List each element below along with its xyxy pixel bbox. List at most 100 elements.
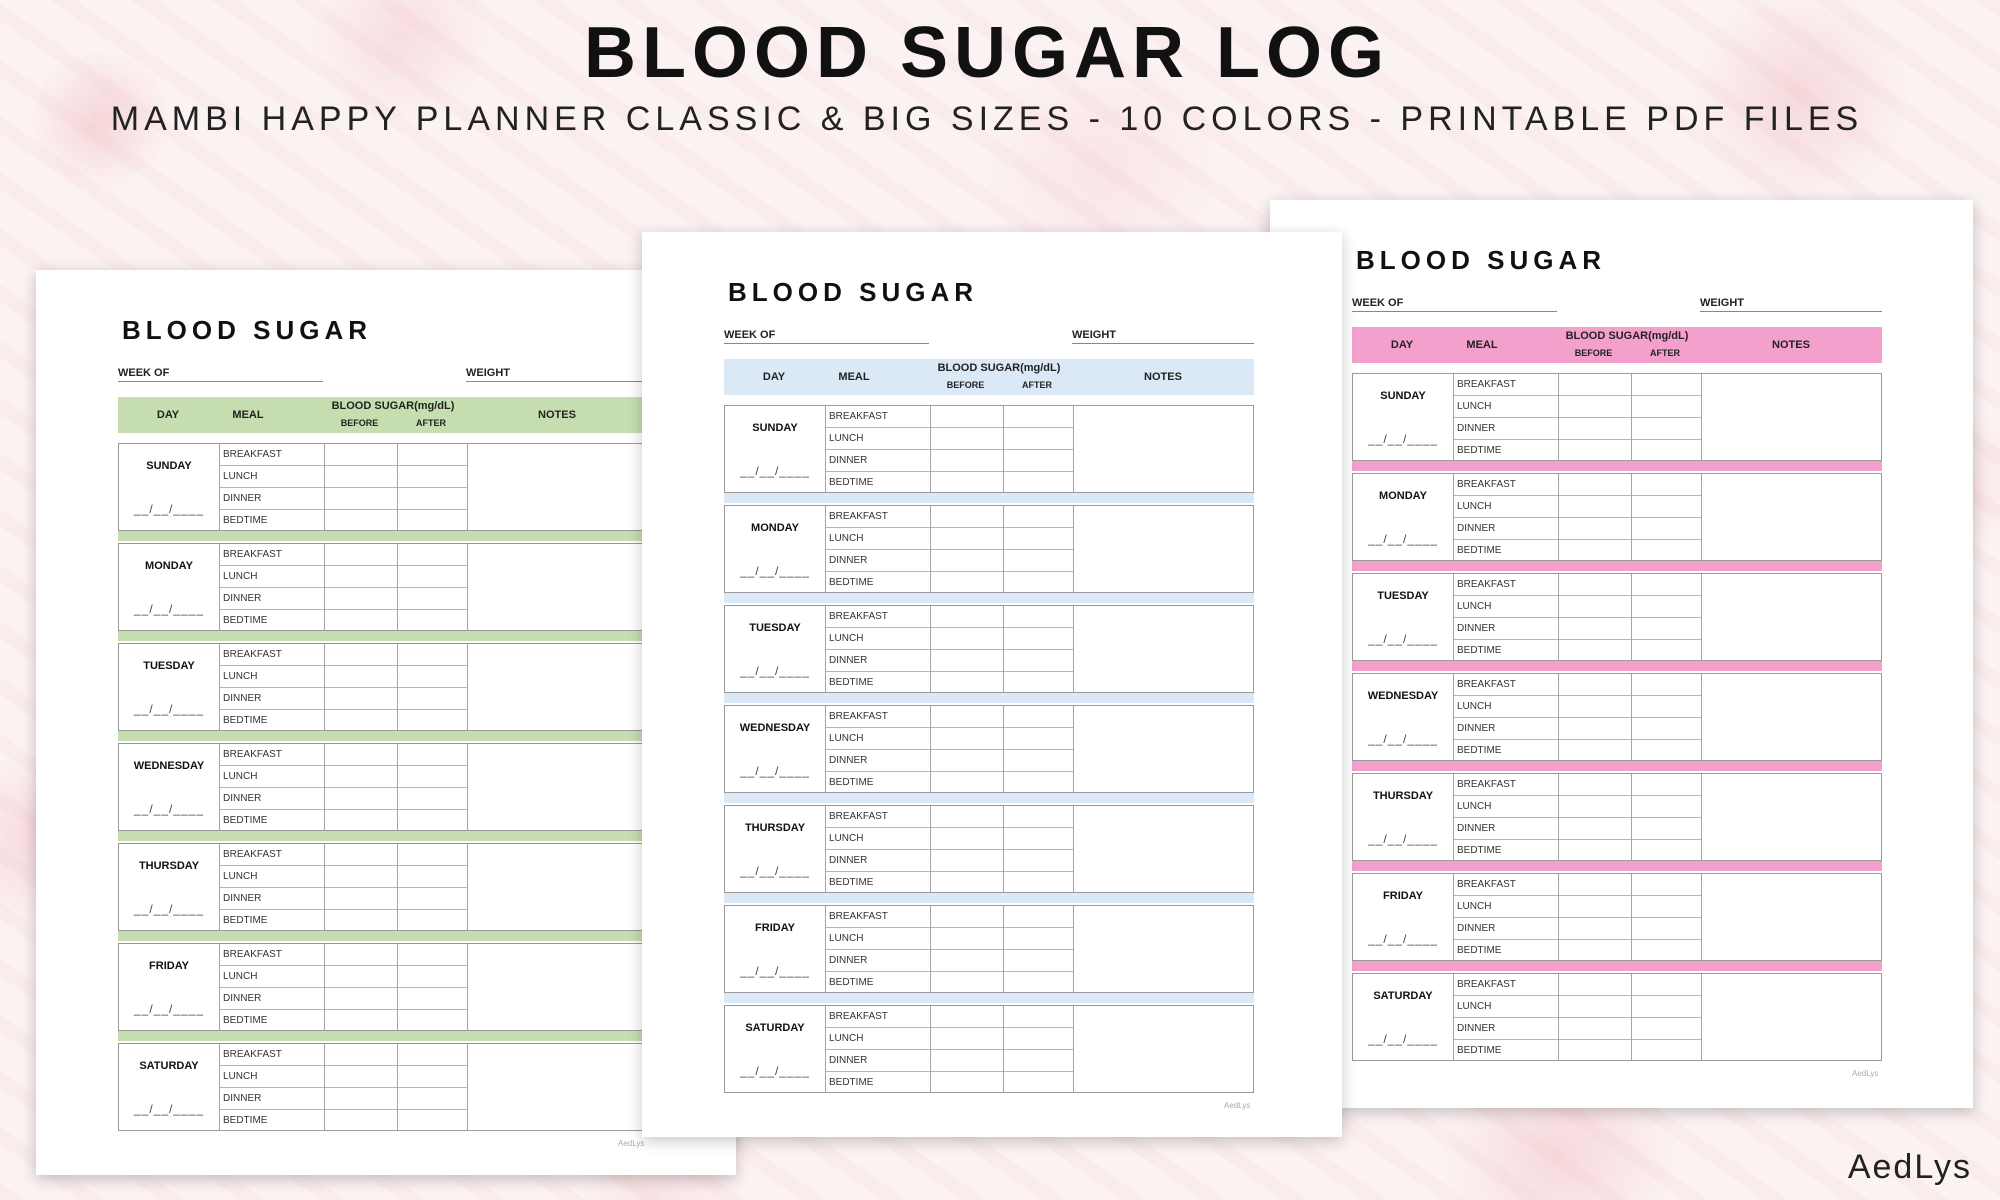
before-cell	[325, 566, 397, 588]
main-subtitle: MAMBI HAPPY PLANNER CLASSIC & BIG SIZES …	[110, 100, 1864, 138]
header-notes: NOTES	[1772, 339, 1810, 351]
day-separator	[1352, 561, 1882, 571]
meal-label: LUNCH	[220, 666, 324, 688]
after-cell	[1004, 906, 1073, 928]
meal-label: BREAKFAST	[826, 706, 930, 728]
column-divider	[219, 844, 220, 930]
day-block: MONDAY __/__/____ BREAKFAST LUNCH DINNER BEDT…	[724, 505, 1254, 593]
header-blood-sugar: BLOOD SUGAR(mg/dL)	[331, 400, 455, 412]
column-divider	[219, 544, 220, 630]
week-of-line	[118, 381, 323, 382]
day-block: THURSDAY __/__/____ BREAKFAST LUNCH DINNER BE…	[724, 805, 1254, 893]
after-cell	[1632, 940, 1701, 962]
column-divider	[324, 1044, 325, 1130]
before-cell	[325, 688, 397, 710]
after-cell	[1004, 506, 1073, 528]
before-cell	[325, 544, 397, 566]
after-cell	[398, 510, 467, 532]
meal-label: LUNCH	[220, 1066, 324, 1088]
meal-label: BREAKFAST	[220, 444, 324, 466]
day-name: MONDAY	[145, 560, 193, 572]
before-cell	[931, 928, 1003, 950]
column-divider	[1558, 374, 1559, 460]
day-separator	[724, 993, 1254, 1003]
column-divider	[1631, 374, 1632, 460]
before-cell	[325, 988, 397, 1010]
column-divider	[1003, 906, 1004, 992]
day-block: SATURDAY __/__/____ BREAKFAST LUNCH DINNER BE…	[1352, 973, 1882, 1061]
column-divider	[397, 944, 398, 1030]
header-after: AFTER	[416, 418, 446, 428]
meal-label: DINNER	[826, 750, 930, 772]
meal-label: LUNCH	[1454, 596, 1558, 618]
after-cell	[1632, 374, 1701, 396]
date-field: __/__/____	[739, 564, 811, 578]
after-cell	[398, 610, 467, 632]
after-cell	[1004, 672, 1073, 694]
column-divider	[1701, 974, 1702, 1060]
before-cell	[325, 466, 397, 488]
day-name: SATURDAY	[745, 1022, 805, 1034]
before-cell	[325, 610, 397, 632]
day-block: TUESDAY __/__/____ BREAKFAST LUNCH DINNER BED…	[1352, 573, 1882, 661]
meal-label: DINNER	[220, 488, 324, 510]
date-field: __/__/____	[739, 764, 811, 778]
meal-label: LUNCH	[220, 466, 324, 488]
meal-label: LUNCH	[826, 1028, 930, 1050]
column-divider	[1558, 874, 1559, 960]
after-cell	[1004, 1072, 1073, 1094]
after-cell	[398, 588, 467, 610]
after-cell	[398, 810, 467, 832]
after-cell	[1004, 872, 1073, 894]
week-of-line	[724, 343, 929, 344]
before-cell	[325, 444, 397, 466]
before-cell	[325, 666, 397, 688]
column-divider	[397, 1044, 398, 1130]
meal-label: DINNER	[1454, 518, 1558, 540]
after-cell	[398, 666, 467, 688]
column-divider	[1701, 874, 1702, 960]
day-name: THURSDAY	[1372, 790, 1434, 802]
after-cell	[1004, 1050, 1073, 1072]
meal-label: LUNCH	[220, 966, 324, 988]
after-cell	[1632, 840, 1701, 862]
after-cell	[1632, 496, 1701, 518]
column-divider	[219, 444, 220, 530]
meal-label: BREAKFAST	[826, 606, 930, 628]
before-cell	[931, 406, 1003, 428]
meal-label: LUNCH	[826, 628, 930, 650]
meal-label: DINNER	[826, 950, 930, 972]
header-meal: MEAL	[838, 371, 870, 383]
after-cell	[1004, 528, 1073, 550]
before-cell	[325, 766, 397, 788]
before-cell	[931, 750, 1003, 772]
day-name: FRIDAY	[149, 960, 189, 972]
after-cell	[398, 444, 467, 466]
column-divider	[1631, 874, 1632, 960]
meal-label: BREAKFAST	[220, 844, 324, 866]
before-cell	[931, 472, 1003, 494]
column-divider	[219, 744, 220, 830]
meal-label: DINNER	[220, 588, 324, 610]
column-divider	[1073, 906, 1074, 992]
meal-label: BEDTIME	[829, 1077, 874, 1088]
meal-label: BREAKFAST	[826, 806, 930, 828]
after-cell	[1632, 874, 1701, 896]
day-name: MONDAY	[751, 522, 799, 534]
before-cell	[1559, 996, 1631, 1018]
after-cell	[1632, 818, 1701, 840]
column-divider	[1003, 406, 1004, 492]
after-cell	[1004, 772, 1073, 794]
meal-label: BEDTIME	[1457, 545, 1502, 556]
after-cell	[1632, 674, 1701, 696]
page-footer: AedLys	[1224, 1101, 1251, 1110]
meal-label: BEDTIME	[1457, 845, 1502, 856]
column-divider	[1558, 774, 1559, 860]
after-cell	[1004, 628, 1073, 650]
day-separator	[1352, 761, 1882, 771]
after-cell	[1004, 750, 1073, 772]
before-cell	[931, 428, 1003, 450]
date-field: __/__/____	[1367, 932, 1439, 946]
column-divider	[930, 706, 931, 792]
table-header: DAY MEAL BLOOD SUGAR(mg/dL) BEFORE AFTER NOTE…	[724, 359, 1254, 395]
